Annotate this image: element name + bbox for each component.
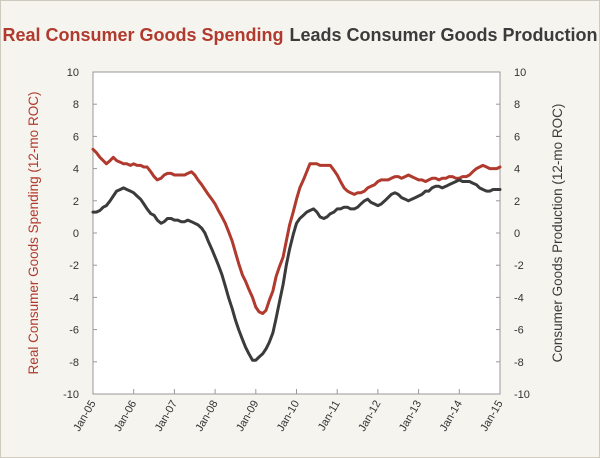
right-axis-title: Consumer Goods Production (12-mo ROC) <box>550 104 565 363</box>
left-axis: 10 8 6 4 2 0 -2 -4 -6 -8 -10 <box>63 67 97 401</box>
y-left-tick-label: 4 <box>73 164 79 176</box>
y-right-tick-label: -4 <box>514 292 524 304</box>
right-axis: 10 8 6 4 2 0 -2 -4 -6 -8 -10 <box>496 67 530 401</box>
y-right-tick-label: -10 <box>514 389 530 401</box>
y-right-tick-label: 4 <box>514 164 520 176</box>
title-spending-part: Real Consumer Goods Spending <box>2 25 283 45</box>
y-left-tick-label: -6 <box>69 325 79 337</box>
y-left-tick-label: 6 <box>73 131 79 143</box>
y-right-tick-label: -2 <box>514 260 524 272</box>
y-right-tick-label: -6 <box>514 325 524 337</box>
series-production-line <box>91 178 502 362</box>
y-right-tick-label: 0 <box>514 228 520 240</box>
left-axis-title: Real Consumer Goods Spending (12-mo ROC) <box>26 92 41 375</box>
y-left-tick-label: 0 <box>73 228 79 240</box>
y-right-tick-label: -8 <box>514 357 524 369</box>
y-left-tick-label: -8 <box>69 357 79 369</box>
y-right-tick-label: 6 <box>514 131 520 143</box>
y-right-tick-label: 10 <box>514 67 526 79</box>
y-right-tick-label: 8 <box>514 99 520 111</box>
y-left-tick-label: -2 <box>69 260 79 272</box>
y-left-tick-label: 10 <box>67 67 79 79</box>
chart-title: Real Consumer Goods Spending Leads Consum… <box>2 25 597 45</box>
y-left-tick-label: 2 <box>73 196 79 208</box>
y-right-tick-label: 2 <box>514 196 520 208</box>
y-left-tick-label: -4 <box>69 292 79 304</box>
title-production-part: Leads Consumer Goods Production <box>290 25 598 45</box>
y-left-tick-label: 8 <box>73 99 79 111</box>
plot-area <box>92 71 501 395</box>
y-left-tick-label: -10 <box>63 389 79 401</box>
series-spending-line <box>91 147 502 315</box>
